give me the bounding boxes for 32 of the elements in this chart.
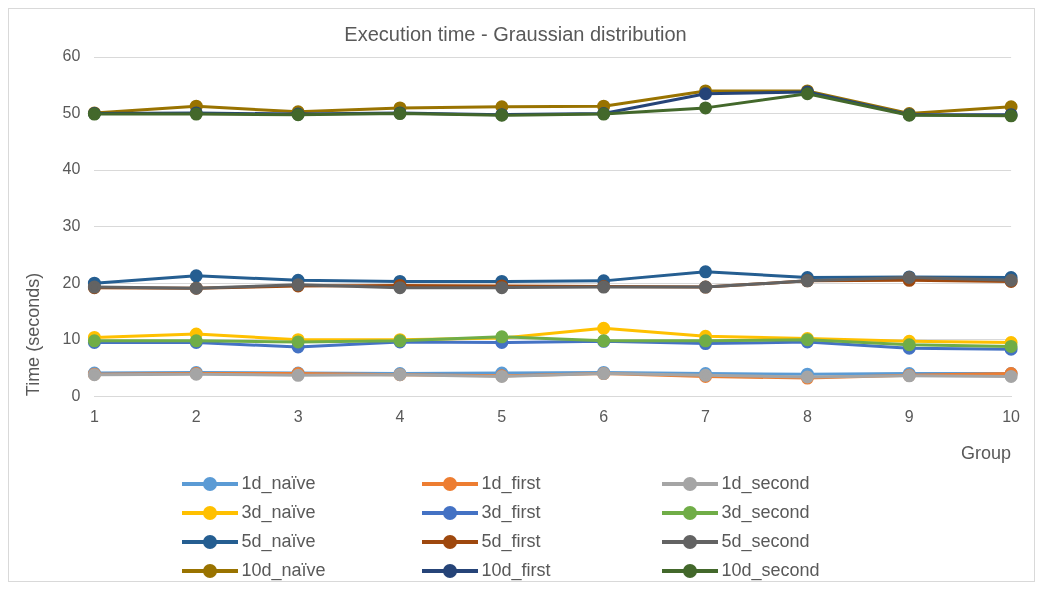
- x-tick-label: 7: [701, 408, 711, 426]
- legend-label: 5d_naïve: [241, 531, 316, 552]
- legend-label: 3d_first: [481, 502, 541, 523]
- legend-label: 10d_second: [721, 560, 820, 581]
- x-axis-title: Group: [961, 443, 1012, 464]
- legend-label: 10d_first: [481, 560, 551, 581]
- legend-label: 1d_naïve: [241, 473, 316, 494]
- x-tick-label: 3: [293, 408, 303, 426]
- legend-label: 10d_naïve: [241, 560, 326, 581]
- legend-label: 5d_second: [721, 531, 810, 552]
- x-tick-label: 8: [802, 408, 812, 426]
- x-tick-label: 5: [497, 408, 507, 426]
- y-tick-label: 60: [62, 47, 81, 65]
- y-tick-label: 50: [62, 103, 81, 121]
- y-tick-label: 30: [62, 217, 81, 235]
- legend-label: 3d_naïve: [241, 502, 316, 523]
- y-axis-title: Time (seconds): [22, 272, 43, 397]
- y-tick-label: 20: [62, 273, 81, 291]
- x-tick-label: 4: [395, 408, 405, 426]
- y-tick-label: 10: [62, 330, 81, 348]
- x-tick-label: 9: [904, 408, 914, 426]
- chart-title: Execution time - Graussian distribution: [344, 22, 687, 45]
- legend-label: 3d_second: [721, 502, 810, 523]
- legend-label: 1d_second: [721, 473, 810, 494]
- x-tick-label: 6: [599, 408, 609, 426]
- y-tick-label: 40: [62, 160, 81, 178]
- x-tick-label: 2: [191, 408, 201, 426]
- x-tick-label: 1: [89, 408, 99, 426]
- legend-label: 5d_first: [481, 531, 541, 552]
- y-tick-label: 0: [71, 386, 81, 404]
- legend-label: 1d_first: [481, 473, 541, 494]
- x-tick-label: 10: [1002, 408, 1021, 426]
